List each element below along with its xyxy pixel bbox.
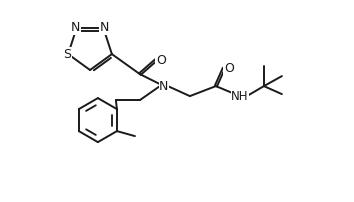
Text: N: N xyxy=(100,21,109,34)
Text: N: N xyxy=(71,21,80,34)
Text: N: N xyxy=(159,80,169,93)
Text: O: O xyxy=(224,62,234,75)
Text: O: O xyxy=(156,54,166,67)
Text: NH: NH xyxy=(231,90,249,103)
Text: S: S xyxy=(63,48,71,61)
